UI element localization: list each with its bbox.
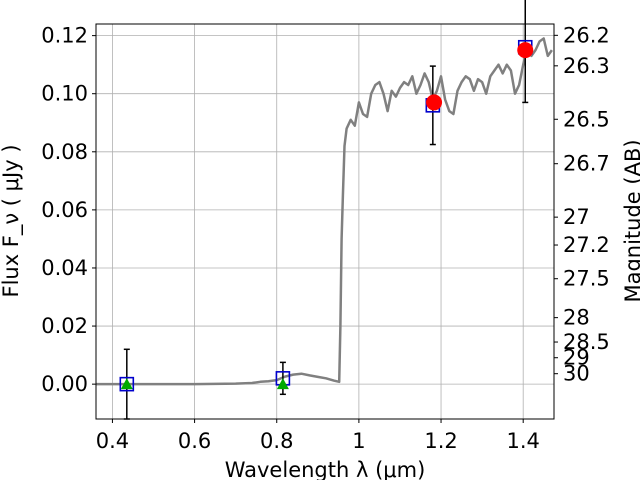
x-axis-title: Wavelength λ (μm) (225, 458, 426, 480)
magnitude-tick-label: 26.7 (563, 152, 610, 176)
y-tick-label: 0.10 (41, 82, 88, 106)
magnitude-tick-label: 27.5 (563, 267, 610, 291)
x-axis: 0.4 0.6 0.8 1 1.2 1.4 (96, 419, 540, 453)
model-flux-marker (426, 94, 443, 111)
y-tick-label: 0.12 (41, 24, 88, 48)
y-axis-title: Flux F_ν ( μJy ) (0, 144, 24, 297)
magnitude-tick-label: 27 (563, 205, 590, 229)
upper-limit-marker (276, 378, 289, 390)
photometry-layer (119, 0, 534, 420)
magnitude-tick-label: 29 (563, 346, 590, 370)
observed-flux-marker (119, 376, 135, 392)
upper-limit-marker (120, 378, 133, 390)
magnitude-tick-label: 28 (563, 306, 590, 330)
x-tick-label: 0.8 (260, 429, 293, 453)
x-tick-label: 0.6 (178, 429, 211, 453)
magnitude-tick-label: 26.2 (563, 23, 610, 47)
x-tick-label: 1 (352, 429, 365, 453)
x-tick-label: 1.2 (424, 429, 457, 453)
model-flux-marker (517, 42, 534, 59)
y-tick-label: 0.08 (41, 140, 88, 164)
plot-background (96, 24, 554, 419)
spectrum-line (96, 37, 553, 386)
magnitude-tick-label: 27.2 (563, 233, 610, 257)
y-tick-label: 0.06 (41, 198, 88, 222)
spectrum-layer (96, 37, 553, 386)
grid (96, 24, 554, 419)
x-tick-label: 0.4 (96, 429, 129, 453)
magnitude-tick-label: 30 (563, 362, 590, 386)
x-tick-label: 1.4 (506, 429, 539, 453)
magnitude-axis-title: Magnitude (AB) (621, 139, 640, 302)
y-axis: 0.00 0.02 0.04 0.06 0.08 0.10 0.12 (41, 24, 96, 396)
y-tick-label: 0.04 (41, 256, 88, 280)
plot-frame (95, 23, 555, 420)
magnitude-tick-label: 26.3 (563, 54, 610, 78)
magnitude-tick-label: 28.5 (563, 330, 610, 354)
magnitude-tick-label: 26.5 (563, 107, 610, 131)
y-tick-label: 0.00 (41, 372, 88, 396)
y-tick-label: 0.02 (41, 314, 88, 338)
